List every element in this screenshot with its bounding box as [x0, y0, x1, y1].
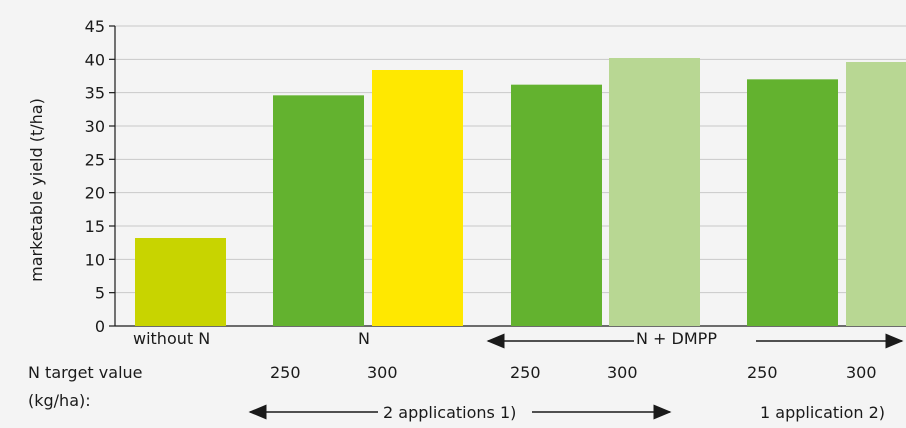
bar-label-dmpp2-250: 250	[510, 363, 541, 382]
y-tick-label: 15	[85, 217, 105, 236]
y-tick-label: 5	[95, 284, 105, 303]
y-tick-label: 20	[85, 184, 105, 203]
bar	[747, 79, 838, 326]
y-tick-label: 25	[85, 150, 105, 169]
group-label-n-dmpp: N + DMPP	[634, 329, 719, 348]
row-label-unit: (kg/ha):	[28, 391, 91, 410]
y-tick-label: 0	[95, 317, 105, 336]
bar	[609, 58, 700, 326]
bar-label-n-300: 300	[367, 363, 398, 382]
group-label-without-n: without N	[133, 329, 211, 348]
gridlines	[115, 25, 906, 294]
annotation-arrows	[248, 333, 904, 420]
y-tick-label: 40	[85, 50, 105, 69]
y-tick-label: 10	[85, 250, 105, 269]
y-tick-label: 45	[85, 17, 105, 36]
bar-label-dmpp1-250: 250	[747, 363, 778, 382]
bar	[273, 95, 364, 326]
group-label-n: N	[358, 329, 370, 348]
y-tick-label: 35	[85, 84, 105, 103]
bar	[135, 238, 226, 326]
annotation-2-applications: 2 applications 1)	[380, 404, 520, 422]
row-label-target: N target value	[28, 363, 143, 382]
bar-label-n-250: 250	[270, 363, 301, 382]
bar	[511, 84, 602, 327]
y-tick-label: 30	[85, 117, 105, 136]
bar	[846, 62, 906, 326]
bar-label-dmpp2-300: 300	[607, 363, 638, 382]
annotation-1-application: 1 application 2)	[760, 403, 886, 422]
bar-label-dmpp1-300: 300	[846, 363, 877, 382]
y-axis-label: marketable yield (t/ha)	[27, 98, 46, 282]
bar	[372, 70, 463, 326]
bars	[135, 58, 906, 327]
y-axis-ticks: 0 5 10 15 20 25 30 35 40 45	[85, 17, 115, 336]
